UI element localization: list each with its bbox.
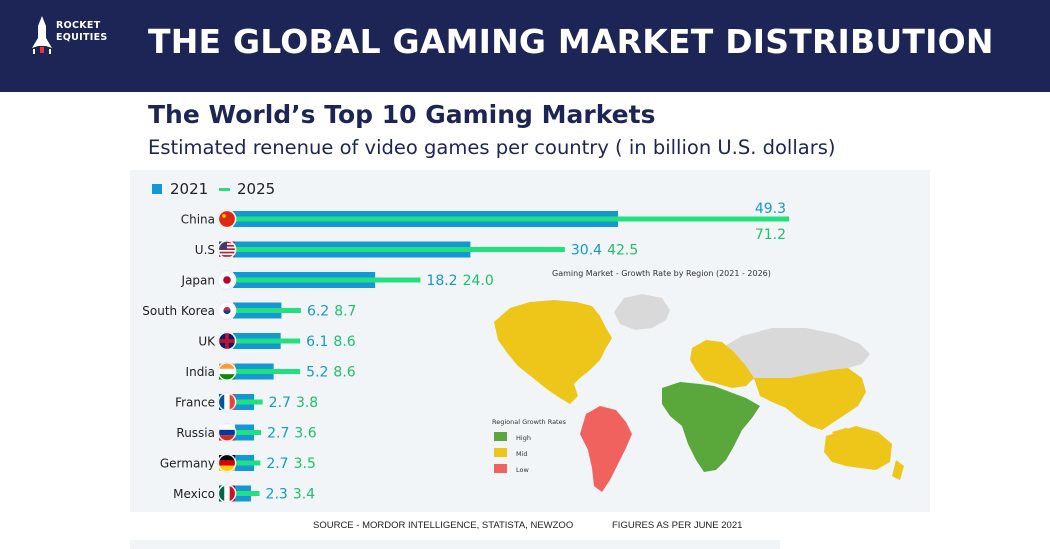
data-label-2021: 5.2 xyxy=(306,365,328,381)
chart-panel: 2021 2025 China 49.3 71.2 U.S 30.4 42.5 Japan 1… xyxy=(130,170,930,512)
legend-label-2025: 2025 xyxy=(237,180,275,198)
australia-region xyxy=(824,426,892,470)
data-labels: 6.1 8.6 xyxy=(306,334,356,350)
data-label-2021: 2.7 xyxy=(267,426,289,442)
flag-icon-germany xyxy=(217,453,237,473)
flag-icon-u-s xyxy=(217,240,237,259)
south-america-region xyxy=(580,406,632,492)
data-labels: 18.2 24.0 xyxy=(426,273,493,289)
legend-label-low: Low xyxy=(516,466,529,474)
data-label-2021: 30.4 xyxy=(571,243,602,259)
data-label-2025: 3.4 xyxy=(293,487,315,503)
data-labels: 2.3 3.4 xyxy=(266,487,316,503)
bar-2025 xyxy=(233,460,261,466)
legend-swatch-mid xyxy=(494,448,507,457)
data-label-2025: 71.2 xyxy=(755,227,786,243)
category-label: Japan xyxy=(181,274,215,288)
footer-strip xyxy=(130,540,780,549)
data-labels: 5.2 8.6 xyxy=(306,365,356,381)
flag-icon-japan xyxy=(217,270,237,290)
figures-note: FIGURES AS PER JUNE 2021 xyxy=(612,520,743,531)
legend-swatch-2025 xyxy=(219,188,230,191)
brand-logo: ROCKET EQUITIES xyxy=(30,14,120,60)
data-label-2025: 8.6 xyxy=(333,334,355,350)
bar-chart: China 49.3 71.2 U.S 30.4 42.5 Japan 18.2 24.0 Sou… xyxy=(142,201,790,503)
legend-label-mid: Mid xyxy=(516,450,528,458)
data-label-2025: 3.6 xyxy=(294,426,316,442)
data-label-2025: 8.6 xyxy=(333,365,355,381)
category-label: Russia xyxy=(176,426,215,440)
legend-swatch-2021 xyxy=(152,184,162,194)
data-label-2025: 3.5 xyxy=(294,456,316,472)
source-note: SOURCE - MORDOR INTELLIGENCE, STATISTA, … xyxy=(313,520,574,531)
category-label: U.S xyxy=(195,243,215,257)
data-labels: 2.7 3.8 xyxy=(269,395,319,411)
data-label-2021: 2.7 xyxy=(266,456,288,472)
map-legend-title: Regional Growth Rates xyxy=(492,418,567,426)
flag-icon-russia xyxy=(217,423,237,442)
bar-2025 xyxy=(233,277,421,283)
chart-title: The World’s Top 10 Gaming Markets xyxy=(148,100,656,129)
brand-name: ROCKET EQUITIES xyxy=(56,20,108,44)
category-label: France xyxy=(175,396,215,410)
growth-map: Gaming Market - Growth Rate by Region (2… xyxy=(492,269,904,492)
data-label-2021: 2.7 xyxy=(269,395,291,411)
data-labels: 2.7 3.5 xyxy=(266,456,316,472)
flag-icon-france xyxy=(217,392,237,412)
banner-title: THE GLOBAL GAMING MARKET DISTRIBUTION xyxy=(148,22,994,61)
category-label: China xyxy=(181,213,215,227)
category-label: South Korea xyxy=(142,304,215,318)
chart-canvas: 2021 2025 China 49.3 71.2 U.S 30.4 42.5 Japan 1… xyxy=(142,180,904,503)
north-america-region xyxy=(494,300,612,404)
bar-2025 xyxy=(233,491,260,496)
data-labels: 30.4 42.5 xyxy=(571,243,638,259)
africa-middle-east-region xyxy=(662,382,760,472)
data-label-2025: 8.7 xyxy=(334,304,356,320)
bar-2025 xyxy=(233,399,263,405)
map-title: Gaming Market - Growth Rate by Region (2… xyxy=(552,269,771,278)
chart-subtitle: Estimated renenue of video games per cou… xyxy=(148,136,836,159)
data-label-2025: 24.0 xyxy=(463,273,494,289)
category-label: Germany xyxy=(160,457,215,471)
bar-2025 xyxy=(233,247,565,252)
flag-icon-south-korea xyxy=(217,301,237,320)
brand-line-2: EQUITIES xyxy=(56,32,108,43)
brand-line-1: ROCKET xyxy=(56,20,101,31)
asia-region xyxy=(754,368,866,430)
bar-2025 xyxy=(233,216,790,222)
flag-icon-uk xyxy=(217,331,237,351)
europe-region xyxy=(690,340,754,388)
data-label-2021: 49.3 xyxy=(755,201,786,217)
data-label-2021: 6.2 xyxy=(307,304,329,320)
bar-2025 xyxy=(233,369,301,374)
map-no-data-regions xyxy=(614,294,870,380)
category-label: Mexico xyxy=(173,487,215,501)
bar-legend: 2021 2025 xyxy=(152,180,275,198)
data-label-2025: 42.5 xyxy=(607,243,638,259)
rocket-icon xyxy=(32,16,52,54)
data-label-2021: 18.2 xyxy=(426,273,457,289)
footer xyxy=(130,512,930,542)
legend-swatch-high xyxy=(494,432,507,441)
new-zealand-region xyxy=(892,460,904,480)
map-legend: Regional Growth Rates High Mid Low xyxy=(492,418,567,474)
data-label-2021: 6.1 xyxy=(306,334,328,350)
flag-icon-mexico xyxy=(217,484,237,503)
flag-icon-india xyxy=(217,362,237,381)
header-banner: ROCKET EQUITIES THE GLOBAL GAMING MARKET… xyxy=(0,0,1050,92)
flag-icon-china xyxy=(217,209,237,229)
legend-swatch-low xyxy=(494,464,507,473)
bar-2025 xyxy=(233,308,301,313)
data-label-2021: 2.3 xyxy=(266,487,288,503)
bar-2025 xyxy=(233,430,262,435)
data-labels: 2.7 3.6 xyxy=(267,426,317,442)
category-label: India xyxy=(186,365,215,379)
legend-label-2021: 2021 xyxy=(170,180,208,198)
data-label-2025: 3.8 xyxy=(296,395,318,411)
data-labels: 6.2 8.7 xyxy=(307,304,357,320)
bar-2025 xyxy=(233,338,301,344)
legend-label-high: High xyxy=(516,434,531,442)
category-label: UK xyxy=(198,335,216,349)
